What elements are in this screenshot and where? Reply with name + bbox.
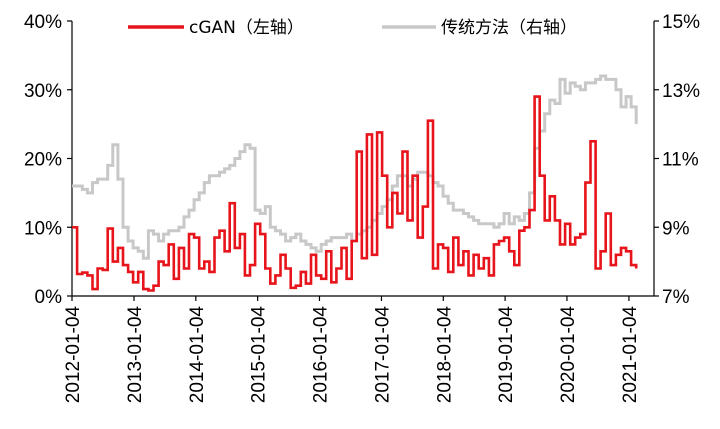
x-tick-label: 2016-01-04 <box>310 306 331 404</box>
series-layer <box>72 74 638 292</box>
y-right-tick-label: 7% <box>662 287 690 308</box>
y-right-tick-label: 11% <box>662 150 699 171</box>
y-left-tick-label: 40% <box>24 12 62 33</box>
y-right-tick-label: 15% <box>662 12 700 33</box>
legend-label-traditional: 传统方法（右轴） <box>441 18 577 38</box>
chart-axes: 0% 10% 20% 30% 40% 7% 9% 11% 13% 15% 2012-01-04 201… <box>24 12 700 403</box>
y-right-tick-label: 13% <box>662 81 700 102</box>
x-tick-label: 2019-01-04 <box>496 306 517 404</box>
x-tick-label: 2015-01-04 <box>249 306 270 404</box>
legend: cGAN（左轴） 传统方法（右轴） <box>128 18 577 38</box>
x-tick-label: 2020-01-04 <box>558 306 579 404</box>
series-line-traditional <box>72 74 638 260</box>
x-tick-label: 2012-01-04 <box>63 306 84 404</box>
y-left-tick-label: 30% <box>24 81 62 102</box>
y-left-tick-label: 20% <box>24 150 62 171</box>
x-tick-label: 2018-01-04 <box>434 306 455 404</box>
x-tick-label: 2017-01-04 <box>372 306 393 404</box>
x-tick-label: 2021-01-04 <box>620 306 641 404</box>
y-left-tick-label: 10% <box>24 218 62 239</box>
x-tick-label: 2014-01-04 <box>187 306 208 404</box>
y-left-tick-label: 0% <box>35 287 63 308</box>
legend-label-cgan: cGAN（左轴） <box>189 18 304 38</box>
y-right-tick-label: 9% <box>662 218 690 239</box>
x-tick-label: 2013-01-04 <box>125 306 146 404</box>
series-line-cgan <box>72 95 638 292</box>
